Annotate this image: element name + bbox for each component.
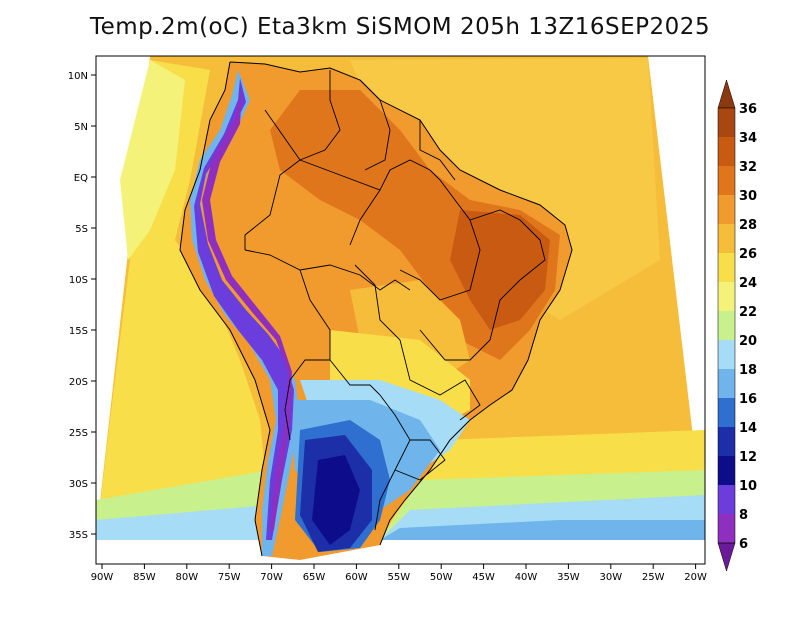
lat-tick-label: EQ [74, 173, 88, 184]
colorbar-bin [718, 456, 735, 485]
lon-tick-label: 90W [91, 572, 114, 583]
colorbar-bin [718, 514, 735, 543]
colorbar-label: 26 [739, 247, 757, 262]
latitude-axis: 10N 5N EQ 5S 10S 15S 20S 25S 30S 35S [68, 71, 96, 541]
country-borders [244, 70, 546, 531]
colorbar-label: 16 [739, 392, 757, 407]
lon-tick-label: 70W [260, 572, 283, 583]
lon-tick-label: 80W [175, 572, 198, 583]
lat-tick-label: 35S [69, 530, 88, 541]
colorbar-top-arrow [717, 79, 736, 109]
colorbar-bin [718, 427, 735, 456]
colorbar-bin [718, 195, 735, 224]
plot-frame [95, 55, 706, 565]
atlantic-warm-band [350, 58, 660, 320]
colorbar-bin [718, 166, 735, 195]
lat-tick-label: 5N [74, 122, 88, 133]
pacific-south-cold [96, 505, 270, 540]
lon-tick-label: 85W [133, 572, 156, 583]
colorbar-label: 18 [739, 363, 757, 378]
lat-tick-label: 25S [69, 428, 88, 439]
andes-ridge-mid [194, 78, 294, 540]
pacific-cooler-strip [120, 60, 185, 260]
colorbar-label: 12 [739, 450, 757, 465]
lon-tick-label: 25W [642, 572, 665, 583]
colorbar-bottom-arrow [717, 542, 736, 572]
colorbar-label: 28 [739, 218, 757, 233]
colorbar-bin [718, 398, 735, 427]
colorbar-bin [718, 311, 735, 340]
colorbar-bin [718, 282, 735, 311]
lat-tick-label: 5S [75, 224, 88, 235]
map-plot-area [96, 56, 705, 560]
lon-tick-label: 55W [387, 572, 410, 583]
lon-tick-label: 60W [345, 572, 368, 583]
colorbar-bin [718, 137, 735, 166]
lon-tick-label: 75W [218, 572, 241, 583]
colorbar-label: 14 [739, 421, 757, 436]
lon-tick-label: 20W [684, 572, 707, 583]
lat-tick-label: 20S [69, 377, 88, 388]
lon-tick-label: 30W [599, 572, 622, 583]
colorbar-bin [718, 108, 735, 137]
colorbar-label: 20 [739, 334, 757, 349]
colorbar-label: 22 [739, 305, 757, 320]
colorbar-label: 10 [739, 479, 757, 494]
lon-tick-label: 65W [303, 572, 326, 583]
lat-tick-label: 10N [68, 71, 88, 82]
lat-tick-label: 15S [69, 326, 88, 337]
colorbar-label: 8 [739, 508, 748, 523]
colorbar-bin [718, 224, 735, 253]
colorbar-label: 30 [739, 189, 757, 204]
coastline [229, 61, 573, 546]
lon-tick-label: 35W [557, 572, 580, 583]
colorbar-bin [718, 369, 735, 398]
colorbar-label: 24 [739, 276, 757, 291]
colorbar: 36 34 32 30 28 26 24 22 20 18 16 14 12 10 8 6 [717, 79, 757, 572]
map-title: Temp.2m(oC) Eta3km SiSMOM 205h 13Z16SEP2… [89, 14, 711, 40]
patagonia-core [312, 455, 360, 545]
colorbar-bin [718, 340, 735, 369]
lon-tick-label: 40W [515, 572, 538, 583]
colorbar-frame [717, 107, 736, 544]
lat-tick-label: 30S [69, 479, 88, 490]
colorbar-label: 34 [739, 131, 757, 146]
colorbar-label: 36 [739, 102, 757, 117]
west-coastline [179, 61, 271, 557]
longitude-axis: 90W 85W 80W 75W 70W 65W 60W 55W 50W 45W 40W 35W 30W 2… [91, 564, 707, 583]
colorbar-label: 32 [739, 160, 757, 175]
colorbar-label: 6 [739, 537, 748, 552]
colorbar-bin [718, 253, 735, 282]
colorbar-bin [718, 485, 735, 514]
northeast-hottest [450, 210, 550, 330]
lon-tick-label: 45W [472, 572, 495, 583]
lon-tick-label: 50W [430, 572, 453, 583]
lat-tick-label: 10S [69, 275, 88, 286]
south-atlantic-colder [380, 520, 705, 540]
